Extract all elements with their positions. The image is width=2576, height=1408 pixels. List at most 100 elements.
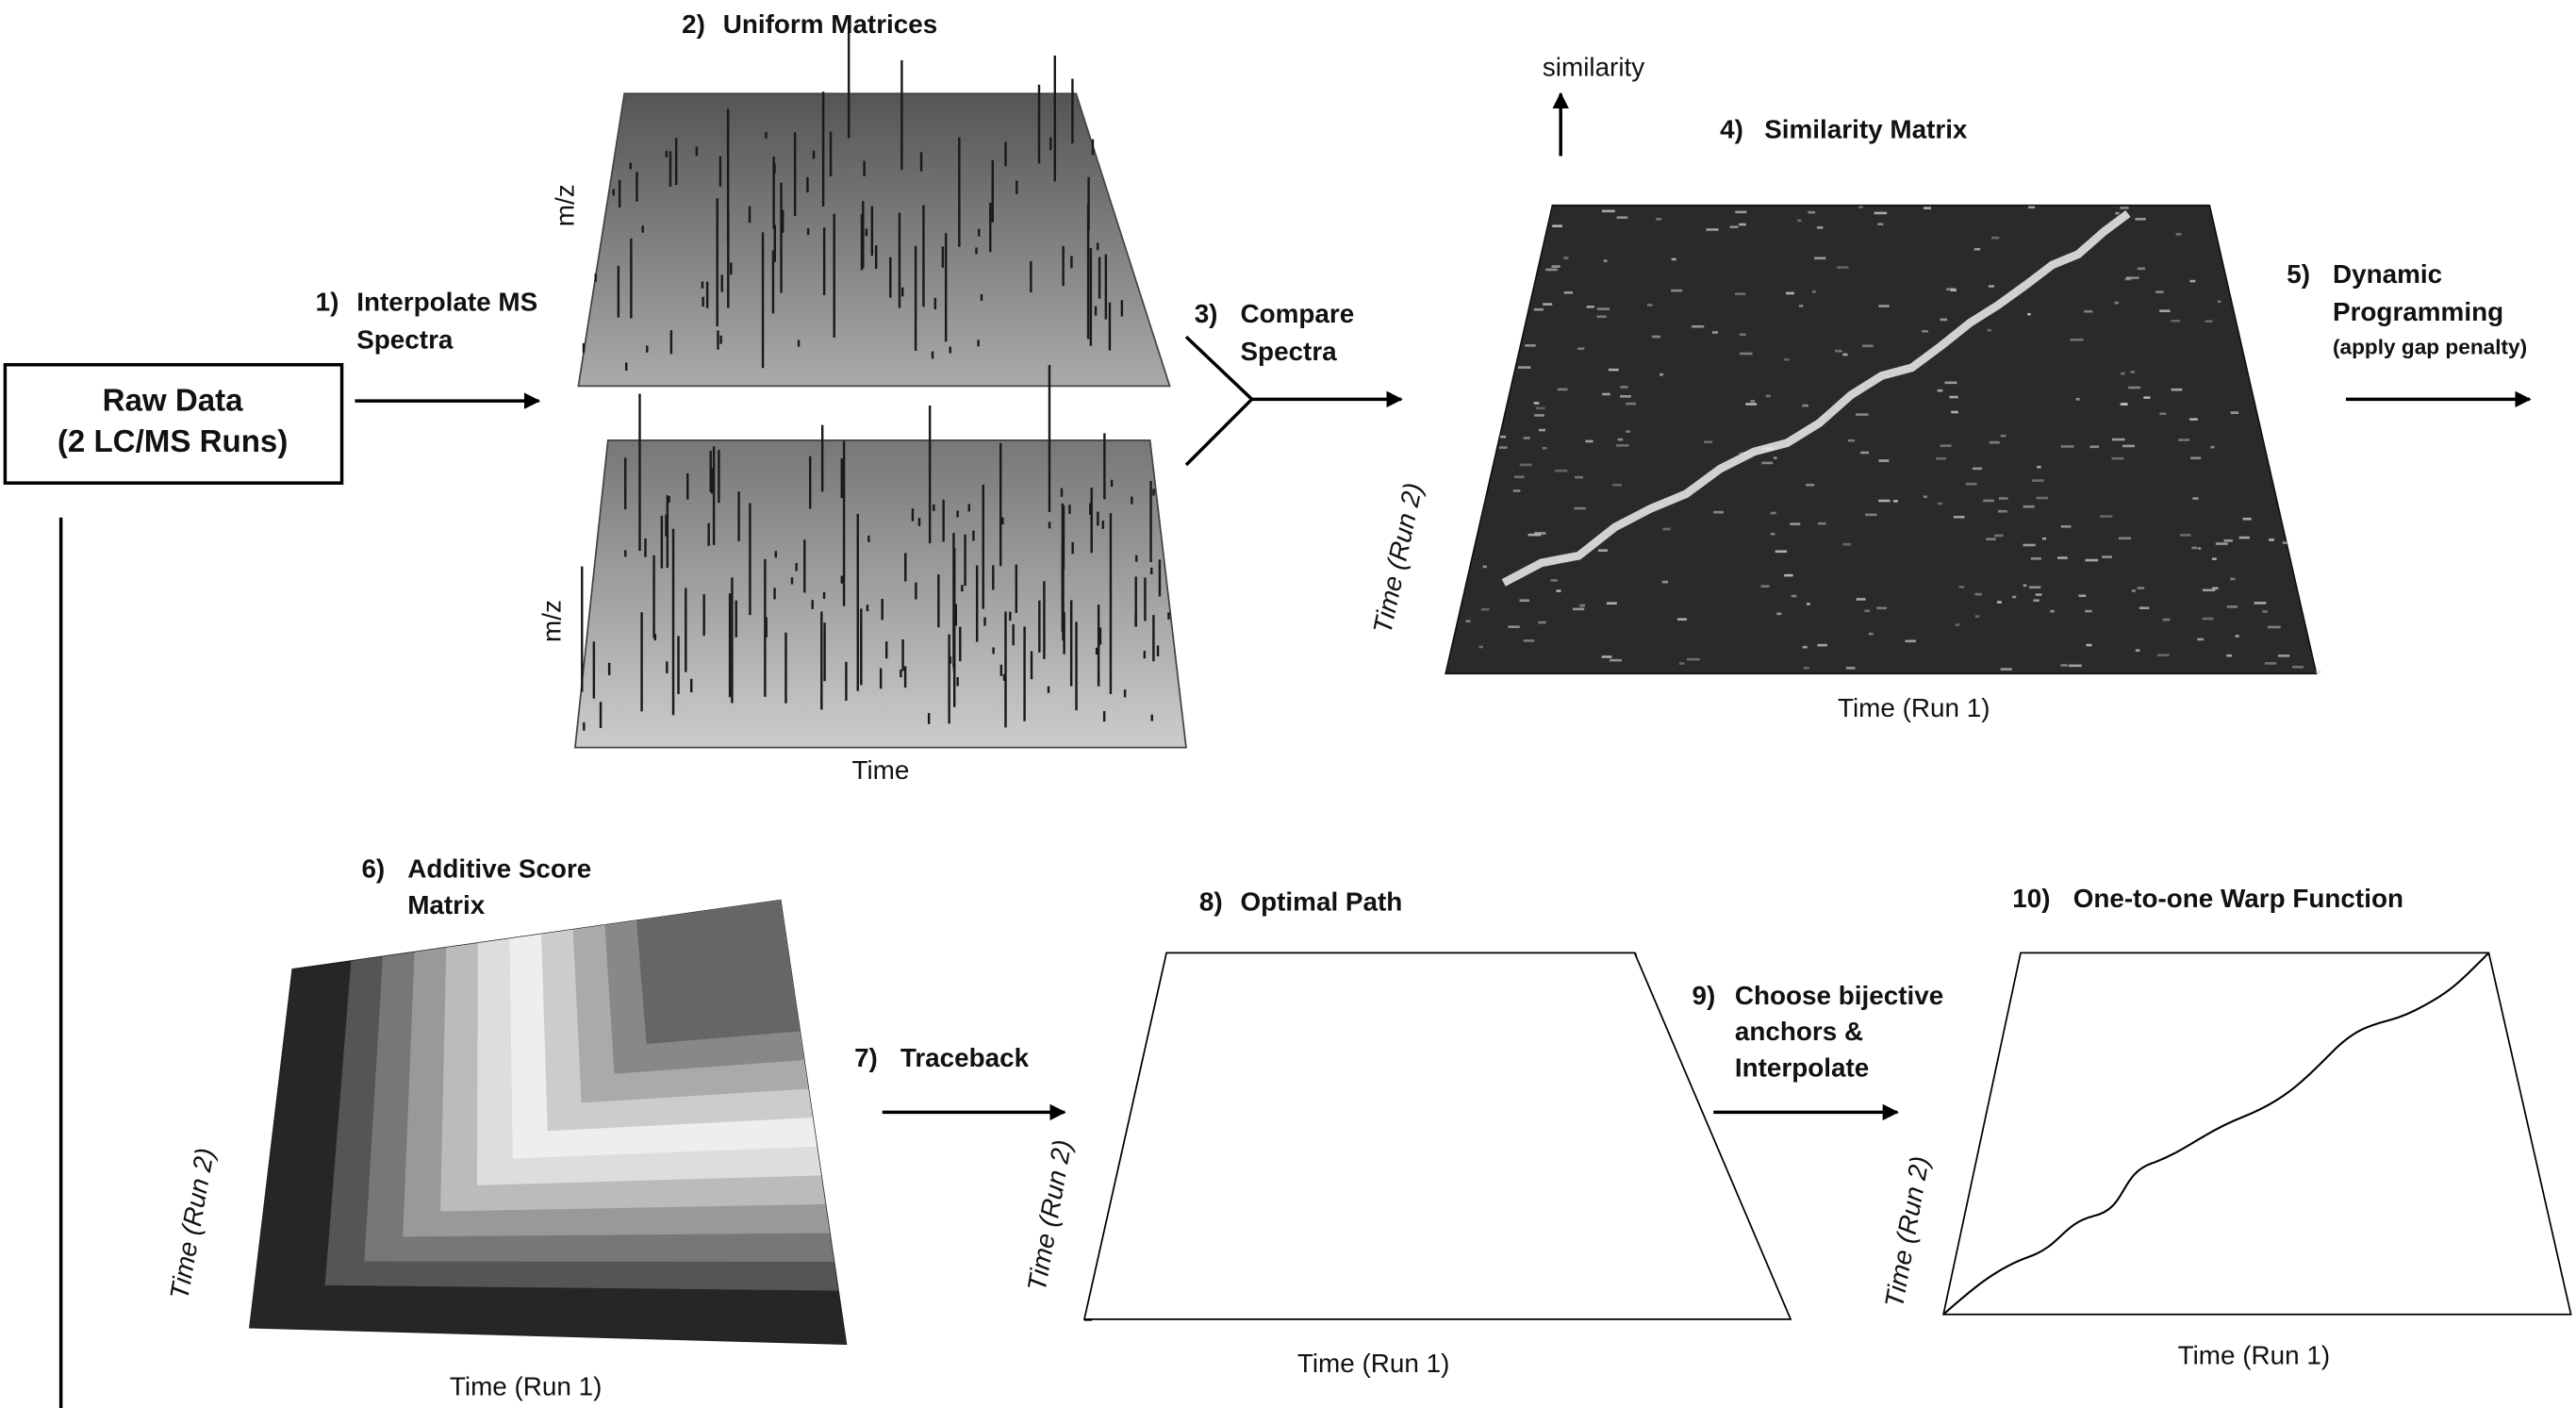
- similarity-noise: [1802, 405, 1808, 407]
- similarity-noise: [2023, 585, 2026, 588]
- step-number: 5): [2287, 259, 2310, 289]
- similarity-noise: [1602, 655, 1612, 658]
- similarity-noise: [1610, 659, 1622, 662]
- similarity-noise: [1924, 207, 1931, 209]
- similarity-noise: [1858, 206, 1863, 208]
- similarity-noise: [1536, 407, 1545, 410]
- similarity-noise: [2125, 278, 2132, 281]
- step-number: 1): [316, 288, 339, 317]
- similarity-noise: [1862, 344, 1874, 347]
- step-label: One-to-one Warp Function: [2073, 884, 2403, 913]
- similarity-noise: [1869, 633, 1874, 636]
- similarity-noise: [1587, 306, 1594, 308]
- similarity-noise: [1959, 586, 1965, 588]
- similarity-noise: [1524, 437, 1530, 439]
- similarity-noise: [1740, 353, 1753, 356]
- similarity-noise: [1974, 593, 1981, 596]
- similarity-noise: [1528, 534, 1542, 537]
- similarity-noise: [1864, 609, 1870, 612]
- similarity-noise: [1481, 608, 1490, 611]
- similarity-noise: [2128, 387, 2140, 389]
- similarity-noise: [1671, 290, 1682, 292]
- similarity-noise: [2028, 206, 2035, 208]
- similarity-noise: [1508, 625, 1519, 628]
- axis-label: Time (Run 1): [1297, 1349, 1450, 1378]
- similarity-noise: [1575, 476, 1583, 479]
- similarity-noise: [1677, 618, 1687, 621]
- similarity-noise: [1848, 439, 1855, 442]
- similarity-noise: [1730, 225, 1739, 228]
- similarity-noise: [1564, 291, 1573, 294]
- similarity-noise: [2283, 541, 2288, 544]
- axis-label: similarity: [1543, 53, 1644, 82]
- similarity-noise: [1761, 462, 1773, 465]
- similarity-noise: [2198, 547, 2201, 550]
- similarity-noise: [1808, 211, 1815, 214]
- similarity-noise: [1818, 522, 1826, 525]
- similarity-noise: [1612, 484, 1622, 487]
- similarity-noise: [1500, 436, 1506, 439]
- similarity-noise: [1652, 336, 1660, 339]
- similarity-noise: [1687, 658, 1700, 661]
- similarity-noise: [1994, 535, 2004, 538]
- similarity-noise: [1750, 400, 1755, 403]
- similarity-noise: [1983, 500, 1994, 503]
- similarity-noise: [1973, 468, 1982, 471]
- matrix-surface: [575, 440, 1186, 748]
- similarity-noise: [2036, 593, 2042, 596]
- axis-label: Time: [852, 755, 910, 785]
- similarity-noise: [2111, 457, 2123, 460]
- similarity-noise: [1865, 514, 1876, 517]
- similarity-noise: [1656, 218, 1661, 221]
- similarity-noise: [1597, 307, 1610, 310]
- similarity-noise: [2069, 665, 2082, 668]
- similarity-noise: [2189, 418, 2198, 421]
- similarity-noise: [2050, 610, 2055, 613]
- similarity-noise: [2243, 518, 2252, 521]
- step-label: Spectra: [356, 325, 454, 355]
- similarity-noise: [1607, 602, 1617, 605]
- warp-frame: [1943, 952, 2570, 1314]
- similarity-noise: [2157, 654, 2170, 656]
- similarity-noise: [1999, 497, 2008, 500]
- step-number: 6): [361, 854, 385, 884]
- similarity-noise: [2203, 618, 2214, 621]
- similarity-noise: [2269, 538, 2274, 541]
- similarity-noise: [1878, 459, 1889, 462]
- similarity-noise: [2037, 497, 2048, 500]
- similarity-noise: [2132, 589, 2136, 592]
- similarity-noise: [2121, 373, 2124, 375]
- similarity-noise: [2163, 619, 2171, 621]
- similarity-noise: [1988, 329, 1991, 332]
- similarity-noise: [1534, 402, 1540, 405]
- axis-label: m/z: [537, 600, 567, 642]
- similarity-noise: [2122, 445, 2135, 448]
- similarity-noise: [1518, 366, 1531, 369]
- step-label: anchors &: [1735, 1017, 1863, 1046]
- similarity-noise: [2226, 654, 2232, 657]
- step-number: 3): [1195, 299, 1218, 328]
- similarity-noise: [2265, 662, 2276, 665]
- similarity-noise: [2033, 599, 2039, 602]
- similarity-noise: [1577, 347, 1584, 350]
- similarity-noise: [1707, 228, 1719, 231]
- similarity-noise: [2042, 538, 2046, 540]
- similarity-noise: [1835, 350, 1842, 353]
- similarity-noise: [2085, 559, 2098, 562]
- similarity-noise: [1774, 456, 1777, 459]
- similarity-noise: [1940, 444, 1952, 447]
- similarity-noise: [2138, 587, 2144, 589]
- similarity-noise: [2012, 596, 2016, 599]
- similarity-noise: [2192, 497, 2198, 500]
- similarity-noise: [2204, 320, 2212, 323]
- similarity-noise: [1991, 237, 1999, 240]
- similarity-noise: [1998, 510, 2007, 513]
- similarity-noise: [1514, 475, 1525, 478]
- axis-label: m/z: [551, 184, 580, 226]
- similarity-noise: [2171, 389, 2183, 391]
- step-label: Matrix: [407, 890, 486, 919]
- similarity-noise: [1956, 623, 1960, 626]
- similarity-noise: [1966, 483, 1977, 486]
- similarity-noise: [2218, 301, 2221, 304]
- similarity-noise: [2023, 505, 2035, 508]
